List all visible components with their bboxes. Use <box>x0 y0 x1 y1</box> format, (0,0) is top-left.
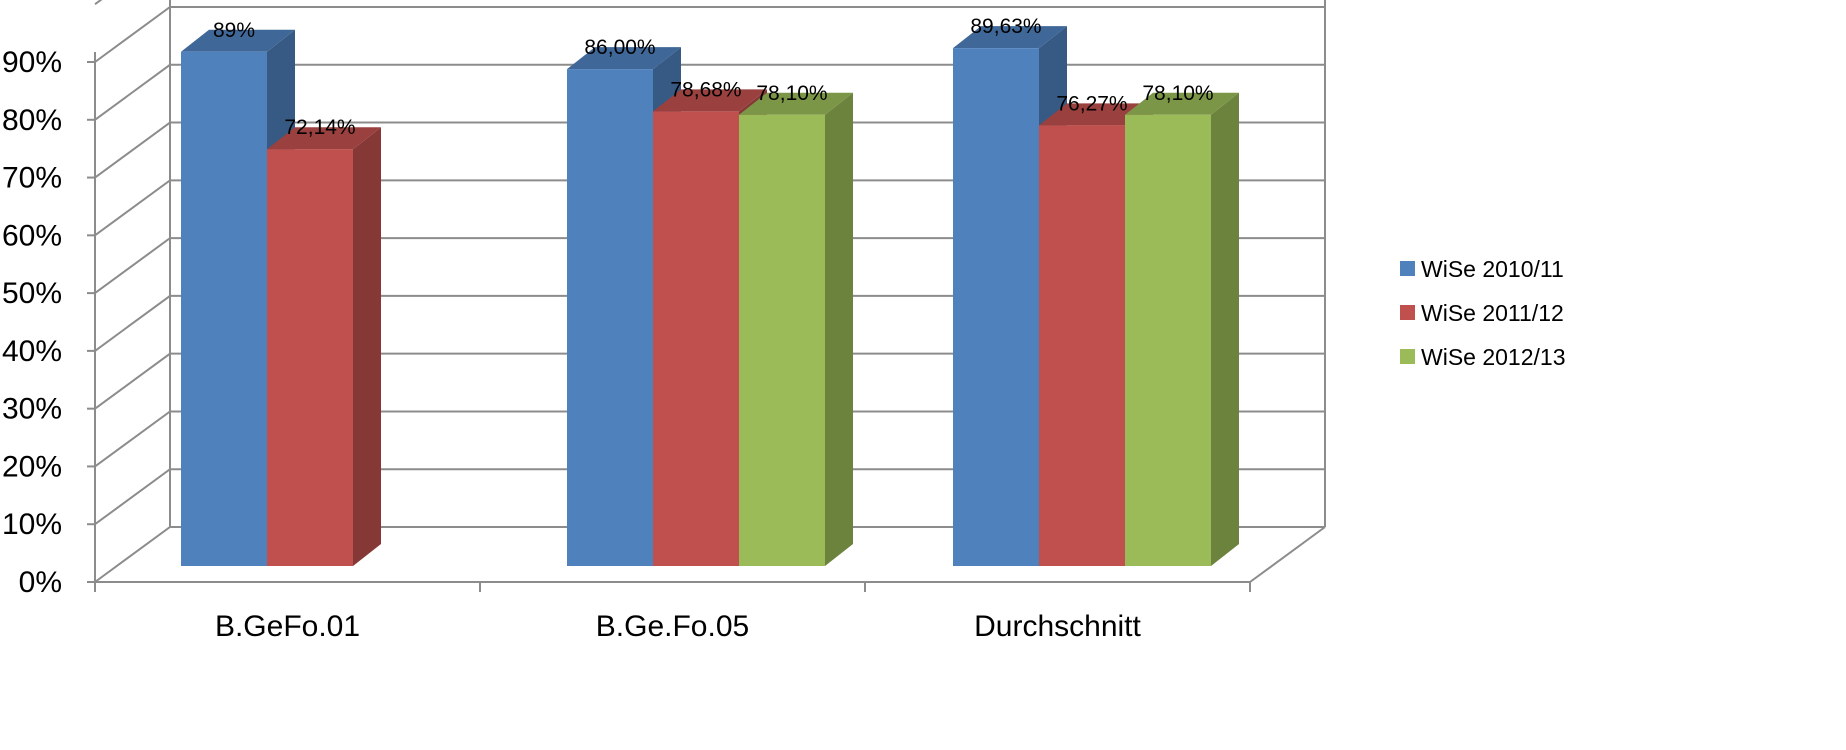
bar-top <box>267 127 381 150</box>
bar-top <box>181 29 295 52</box>
legend-label: WiSe 2012/13 <box>1421 344 1565 370</box>
bar <box>739 92 853 566</box>
legend-swatch <box>1400 261 1415 276</box>
legend-item: WiSe 2010/11 <box>1400 256 1564 282</box>
bar-front <box>567 69 653 566</box>
bar-top <box>1039 103 1153 126</box>
y-tick-label: 30% <box>2 393 62 426</box>
y-tick-label: 90% <box>2 46 62 79</box>
legend-label: WiSe 2011/12 <box>1421 300 1564 326</box>
data-labels: 89% 72,14% 86,00% 78,68% 78,10% 89,63% 76,27% 7… <box>213 15 1214 139</box>
floor-edge <box>1249 526 1326 583</box>
bar-front <box>1125 114 1211 566</box>
bar-top <box>1125 92 1239 115</box>
y-tick-label: 80% <box>2 104 62 137</box>
legend-item: WiSe 2012/13 <box>1400 344 1565 370</box>
bar-front <box>653 111 739 566</box>
bars <box>181 26 1239 567</box>
y-tick-label: 20% <box>2 450 62 483</box>
bar <box>267 127 381 567</box>
y-tick-label: 10% <box>2 508 62 541</box>
data-label: 89,63% <box>970 15 1041 38</box>
bar-front <box>953 48 1039 567</box>
bar-front <box>1039 125 1125 566</box>
data-label: 76,27% <box>1056 92 1127 115</box>
y-tick-label: 50% <box>2 277 62 310</box>
bar-front <box>181 51 267 567</box>
bar-top <box>653 89 767 112</box>
bar <box>1125 92 1239 566</box>
category-label: B.Ge.Fo.05 <box>596 610 749 643</box>
category-label: Durchschnitt <box>974 610 1141 643</box>
data-label: 78,10% <box>1142 82 1213 105</box>
grid <box>94 0 1326 583</box>
data-label: 78,10% <box>756 82 827 105</box>
bar-top <box>953 26 1067 49</box>
data-label: 89% <box>213 19 255 42</box>
legend-swatch <box>1400 349 1415 364</box>
axes: 0% 10% 20% 30% 40% 50% 60% 70% 80% 90% B.GeFo.01 B.… <box>2 46 1251 643</box>
bar-top <box>567 47 681 70</box>
y-tick-label: 0% <box>19 566 62 599</box>
legend-label: WiSe 2010/11 <box>1421 256 1564 282</box>
y-tick-label: 70% <box>2 162 62 195</box>
data-label: 86,00% <box>584 36 655 59</box>
bar-side <box>1211 92 1239 566</box>
bar-side <box>825 92 853 566</box>
bar-side <box>353 127 381 567</box>
bar-top <box>739 92 853 115</box>
data-label: 72,14% <box>284 116 355 139</box>
bar-front <box>267 149 353 567</box>
gridline-100 <box>94 0 103 6</box>
y-tick-label: 40% <box>2 335 62 368</box>
y-tick-label: 60% <box>2 219 62 252</box>
legend: WiSe 2010/11 WiSe 2011/12 WiSe 2012/13 <box>1400 256 1565 370</box>
bar-front <box>739 114 825 566</box>
category-label: B.GeFo.01 <box>215 610 360 643</box>
data-label: 78,68% <box>670 78 741 101</box>
legend-swatch <box>1400 305 1415 320</box>
legend-item: WiSe 2011/12 <box>1400 300 1564 326</box>
